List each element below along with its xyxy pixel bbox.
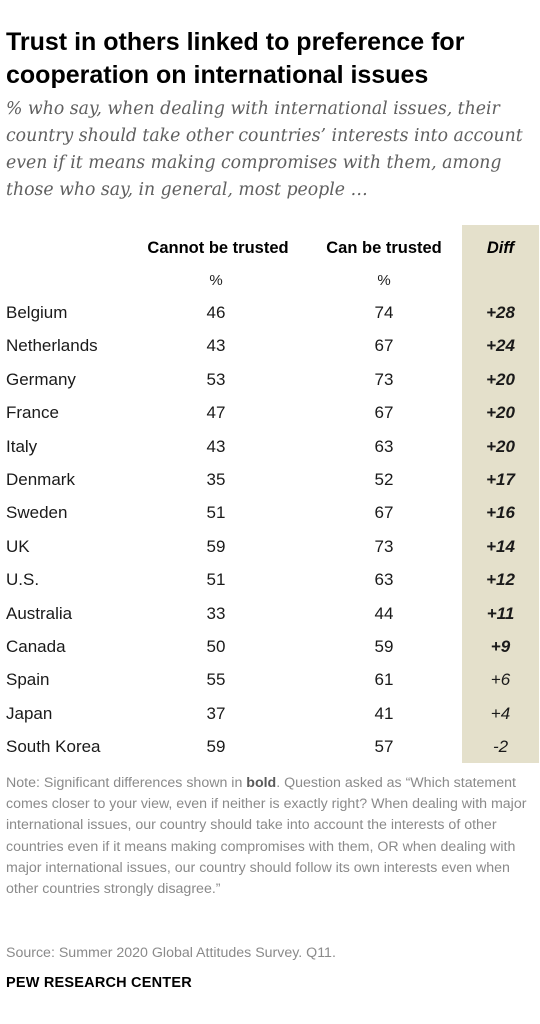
country-label: South Korea xyxy=(6,737,101,757)
value-cannot-be-trusted: 59 xyxy=(206,536,226,556)
value-can-be-trusted: 41 xyxy=(374,703,394,723)
column-header-diff: Diff xyxy=(486,239,515,257)
value-can-be-trusted: 67 xyxy=(374,336,394,356)
value-diff: -2 xyxy=(492,737,509,757)
source-line: Source: Summer 2020 Global Attitudes Sur… xyxy=(6,945,336,961)
country-label: Denmark xyxy=(6,470,75,489)
value-diff: +11 xyxy=(486,603,515,623)
value-cannot-be-trusted: 51 xyxy=(206,503,226,523)
column-header-can-be-trusted: Can be trusted xyxy=(326,239,442,257)
value-cannot-be-trusted: 53 xyxy=(206,369,226,389)
table-row: Netherlands 43 67 +24 xyxy=(0,329,540,362)
value-cannot-be-trusted: 46 xyxy=(206,303,226,322)
value-diff: +20 xyxy=(486,436,515,456)
country-label: U.S. xyxy=(6,570,40,590)
note-prefix: Note: Significant differences shown in xyxy=(6,775,247,791)
table-row: Japan 37 41 +4 xyxy=(0,697,540,730)
value-can-be-trusted: 63 xyxy=(374,436,394,456)
table-row: Germany 53 73 +20 xyxy=(0,363,540,396)
table-row: South Korea 59 57 -2 xyxy=(0,730,540,763)
country-label: Germany xyxy=(6,369,76,389)
value-can-be-trusted: 63 xyxy=(374,570,394,590)
table-row: Spain 55 61 +6 xyxy=(0,663,540,696)
value-cannot-be-trusted: 59 xyxy=(206,737,226,757)
table-row: UK 59 73 +14 xyxy=(0,530,540,563)
chart-subtitle: % who say, when dealing with internation… xyxy=(6,99,523,200)
value-can-be-trusted: 57 xyxy=(374,737,394,757)
value-diff: +20 xyxy=(486,369,515,389)
country-label: Australia xyxy=(6,603,73,623)
country-label: France xyxy=(6,403,59,423)
value-diff: +17 xyxy=(486,470,515,489)
value-can-be-trusted: 74 xyxy=(374,303,394,322)
table-row: France 47 67 +20 xyxy=(0,396,540,429)
brand-logo-text: PEW RESEARCH CENTER xyxy=(6,975,192,991)
value-diff: +28 xyxy=(486,303,515,322)
value-cannot-be-trusted: 35 xyxy=(206,470,226,489)
country-label: Japan xyxy=(6,703,53,723)
table-row: Belgium 46 74 +28 xyxy=(0,296,540,329)
column-header-cannot-be-trusted: Cannot be trusted xyxy=(147,239,289,257)
country-label: Netherlands xyxy=(6,336,98,356)
table-row: Canada 50 59 +9 xyxy=(0,630,540,663)
value-can-be-trusted: 59 xyxy=(374,637,394,656)
value-diff: +20 xyxy=(486,403,515,423)
country-label: Italy xyxy=(6,436,38,456)
value-diff: +6 xyxy=(490,670,511,690)
value-can-be-trusted: 61 xyxy=(374,670,394,690)
value-can-be-trusted: 73 xyxy=(374,536,394,556)
country-label: Spain xyxy=(6,670,50,690)
note-bold-word: bold xyxy=(246,775,277,791)
table-row: Sweden 51 67 +16 xyxy=(0,496,540,529)
unit-label-cannot: % xyxy=(209,272,223,289)
value-cannot-be-trusted: 43 xyxy=(206,336,226,356)
value-cannot-be-trusted: 33 xyxy=(206,603,226,623)
unit-label-can: % xyxy=(377,272,391,289)
value-diff: +14 xyxy=(486,536,515,556)
value-can-be-trusted: 67 xyxy=(374,403,394,423)
value-diff: +24 xyxy=(486,336,515,356)
value-cannot-be-trusted: 55 xyxy=(206,670,226,690)
value-can-be-trusted: 73 xyxy=(374,369,394,389)
footnote: Note: Significant differences shown in b… xyxy=(6,773,534,900)
value-cannot-be-trusted: 37 xyxy=(206,703,226,723)
value-can-be-trusted: 52 xyxy=(374,470,394,489)
value-cannot-be-trusted: 43 xyxy=(206,436,226,456)
table-row: Italy 43 63 +20 xyxy=(0,430,540,463)
value-diff: +16 xyxy=(486,503,515,523)
value-diff: +4 xyxy=(490,703,511,723)
table-row: Denmark 35 52 +17 xyxy=(0,463,540,496)
value-cannot-be-trusted: 50 xyxy=(206,637,226,656)
table-row: U.S. 51 63 +12 xyxy=(0,563,540,596)
chart-title: Trust in others linked to preference for… xyxy=(6,28,465,89)
country-label: UK xyxy=(6,536,30,556)
value-can-be-trusted: 44 xyxy=(374,603,394,623)
value-cannot-be-trusted: 51 xyxy=(206,570,226,590)
country-label: Belgium xyxy=(6,303,68,322)
value-can-be-trusted: 67 xyxy=(374,503,394,523)
value-diff: +12 xyxy=(486,570,515,590)
diff-column-highlight xyxy=(462,225,539,763)
table-row: Australia 33 44 +11 xyxy=(0,597,540,630)
value-cannot-be-trusted: 47 xyxy=(206,403,226,423)
country-label: Sweden xyxy=(6,503,68,523)
country-label: Canada xyxy=(6,637,66,656)
value-diff: +9 xyxy=(490,637,511,656)
note-question-text: . Question asked as “Which statement com… xyxy=(6,775,527,898)
